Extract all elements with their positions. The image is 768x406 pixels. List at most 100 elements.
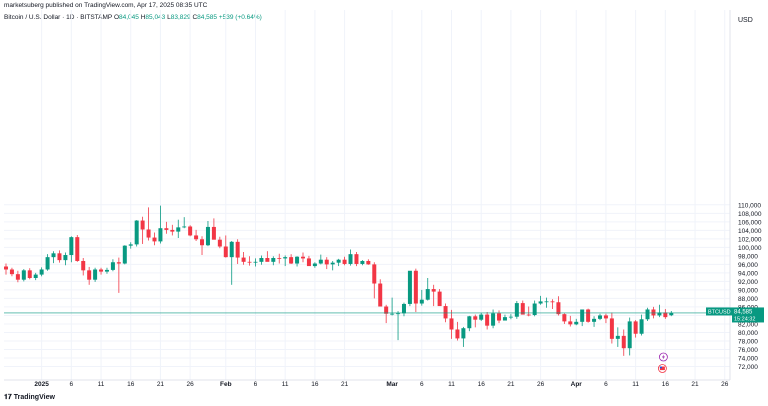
y-tick-label: 76,000 (738, 347, 758, 354)
candle (532, 300, 537, 317)
candle-body (271, 257, 276, 262)
x-tick-label: 26 (537, 381, 545, 388)
candle (639, 314, 644, 336)
x-tick-label: 21 (507, 381, 515, 388)
candle-body (200, 239, 205, 246)
candle-body (586, 309, 591, 322)
candle (413, 268, 418, 313)
candle (360, 260, 365, 266)
change-value: +539 (+0.64%) (218, 14, 262, 21)
candle (146, 207, 151, 241)
candles (4, 205, 674, 356)
candle (592, 316, 597, 327)
candle (342, 256, 347, 266)
candle (188, 225, 193, 237)
candle (301, 252, 305, 263)
candle (33, 272, 38, 281)
candle-body (342, 259, 347, 264)
high-value: 85,043 (145, 14, 166, 21)
candle (401, 302, 406, 317)
candle (378, 279, 383, 307)
candle (57, 250, 62, 263)
candle (485, 312, 490, 330)
candle (39, 267, 44, 277)
candle (306, 255, 311, 267)
candle-body (182, 226, 187, 228)
candle (603, 313, 608, 324)
candle (4, 263, 8, 275)
candle-body (390, 313, 395, 315)
candle (170, 224, 175, 236)
candle (15, 270, 20, 283)
candle-body (645, 309, 650, 320)
y-tick-label: 108,000 (738, 211, 762, 218)
flag-canton (659, 366, 662, 369)
candle (645, 307, 650, 321)
candle-body (247, 261, 252, 263)
grid-lines (4, 10, 730, 380)
candle-body (51, 253, 56, 258)
candle-body (194, 235, 199, 240)
open-label: O (113, 14, 119, 21)
candle (265, 251, 270, 262)
candle-body (146, 229, 151, 238)
candle-body (568, 321, 573, 325)
candle-body (425, 289, 430, 300)
candle (81, 257, 86, 276)
candle (538, 295, 543, 305)
candle (211, 218, 216, 240)
candle-body (330, 262, 335, 265)
candle-body (122, 245, 127, 264)
footer-brand: 𝟏𝟕 TradingView (4, 394, 55, 402)
candle (348, 249, 353, 266)
candle (93, 267, 98, 282)
low-label: L (167, 14, 171, 21)
y-tick-label: 98,000 (738, 253, 758, 260)
candle (633, 320, 638, 338)
candle-body (366, 260, 371, 265)
candle-body (497, 313, 502, 321)
candle (508, 314, 513, 320)
candle (580, 309, 585, 327)
candle-body (580, 309, 585, 322)
candle-body (45, 257, 50, 270)
price-tag-countdown: 15:24:32 (734, 316, 755, 322)
candle-body (217, 239, 222, 247)
candle-body (526, 314, 531, 316)
candle-body (479, 314, 484, 320)
event-markers[interactable] (658, 352, 668, 373)
candle (9, 267, 14, 277)
y-tick-label: 96,000 (738, 262, 758, 269)
candle (122, 245, 127, 265)
publish-info: marketsuberg published on TradingView.co… (4, 2, 208, 9)
candle-body (188, 226, 193, 236)
close-value: 84,585 (197, 14, 218, 21)
x-tick-label: 6 (604, 381, 608, 388)
candle-body (508, 316, 513, 318)
candle-body (556, 302, 561, 315)
candle (449, 309, 454, 339)
candle-body (4, 266, 8, 270)
candle (544, 297, 549, 308)
candle (289, 254, 294, 264)
candle-body (295, 256, 300, 264)
candle-body (253, 261, 258, 263)
candle (502, 314, 507, 321)
candle-body (627, 321, 632, 349)
y-tick-label: 80,000 (738, 330, 758, 337)
candle (609, 312, 614, 344)
candle (283, 255, 288, 267)
candle-body (170, 229, 175, 232)
candle (87, 266, 92, 285)
candle-body (158, 228, 163, 242)
x-tick-label: Apr (571, 381, 583, 388)
candle-body (87, 270, 92, 280)
candle-body (75, 237, 80, 261)
candle (158, 205, 163, 244)
x-tick-label: 6 (420, 381, 424, 388)
open-value: 84,045 (119, 14, 139, 21)
x-tick-label: 11 (448, 381, 455, 388)
symbol-title: Bitcoin / U.S. Dollar · 1D · BITSTAMP (4, 14, 113, 21)
